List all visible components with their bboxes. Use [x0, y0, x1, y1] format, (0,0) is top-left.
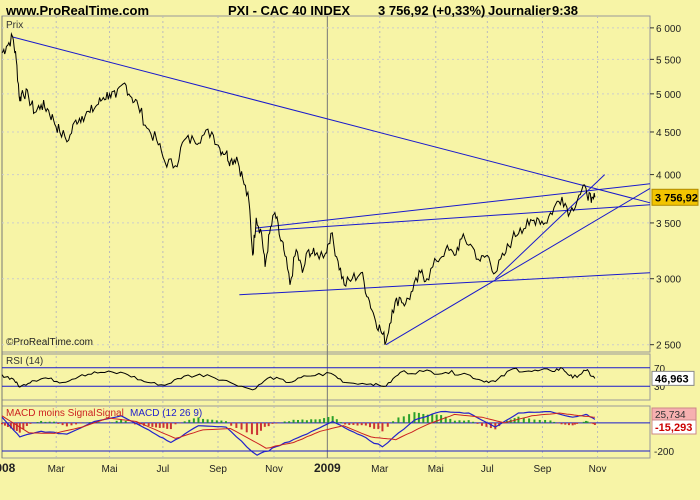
y-tick-label: 6 000 — [656, 24, 681, 35]
x-tick-label: Mar — [371, 464, 389, 475]
trendline — [385, 188, 651, 346]
instrument-title: PXI - CAC 40 INDEX — [228, 3, 351, 18]
x-tick-label: Jul — [156, 464, 169, 475]
copyright-label: ©ProRealTime.com — [6, 337, 94, 348]
time-label: 9:38 — [552, 3, 579, 18]
macd-last-label-2: -15,293 — [655, 422, 692, 434]
y-tick-label: 4 000 — [656, 171, 681, 182]
y-tick-label: 2 500 — [656, 341, 681, 352]
macd-series-line — [1, 410, 596, 456]
x-tick-label: 2009 — [314, 461, 341, 475]
macd-signal-label: Signal — [96, 408, 124, 419]
axis-layer: 2008 Mar Mai Jul Sep Nov 2009 Mar Mai Jul Sep Nov 6 … — [0, 24, 699, 475]
macd-last-label-1: 25,734 — [655, 410, 686, 421]
macd-panel: MACD moins Signal Signal MACD (12 26 9) — [1, 408, 650, 456]
site-label[interactable]: www.ProRealTime.com — [6, 3, 150, 18]
rsi-series-line — [1, 366, 596, 391]
rsi-panel: RSI (14) — [1, 356, 650, 391]
period-label: Journalier — [488, 3, 551, 18]
x-tick-label: Jul — [481, 464, 494, 475]
rsi-last-badge — [651, 370, 695, 386]
y-tick-label: 5 000 — [656, 90, 681, 101]
y-tick-label: 4 500 — [656, 128, 681, 139]
macd-tick-label: -200 — [654, 447, 674, 458]
x-tick-label: Nov — [589, 464, 607, 475]
y-tick-label: 3 500 — [656, 219, 681, 230]
grid-layer — [1, 15, 651, 459]
macd-panel-label: MACD moins Signal — [6, 408, 95, 419]
trendline — [255, 204, 651, 232]
macd-last-badge-2 — [651, 419, 697, 435]
trendline — [255, 183, 651, 229]
y-tick-label: 5 500 — [656, 55, 681, 66]
rsi-last-label: 46,963 — [655, 373, 689, 385]
price-panel-label: Prix — [6, 20, 24, 31]
rsi-tick-label: 30 — [654, 382, 666, 393]
rsi-panel-label: RSI (14) — [6, 356, 43, 367]
last-price-label: 3 756,92 — [655, 192, 698, 204]
trendline — [12, 36, 651, 204]
signal-series-line — [1, 412, 595, 449]
rsi-tick-label: 70 — [654, 364, 666, 375]
x-tick-label: Mai — [101, 464, 117, 475]
x-tick-label: Sep — [534, 464, 552, 475]
price-series-line — [1, 32, 596, 345]
x-tick-label: Mar — [48, 464, 66, 475]
trendline — [239, 272, 651, 296]
x-tick-label: Mai — [428, 464, 444, 475]
last-price-badge — [651, 188, 699, 206]
x-tick-label: Nov — [265, 464, 283, 475]
x-tick-label: 2008 — [0, 461, 16, 475]
y-tick-label: 3 000 — [656, 275, 681, 286]
price-panel — [1, 32, 651, 346]
x-tick-label: Sep — [209, 464, 227, 475]
macd-params-label: MACD (12 26 9) — [130, 408, 202, 419]
quote-value: 3 756,92 (+0,33%) — [378, 3, 486, 18]
